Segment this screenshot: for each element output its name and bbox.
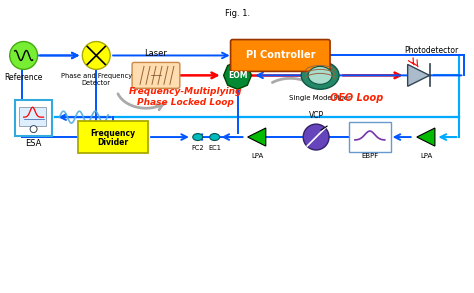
Ellipse shape [210, 134, 219, 141]
Ellipse shape [193, 134, 203, 141]
Text: LPA: LPA [420, 153, 433, 159]
Text: EBPF: EBPF [361, 153, 378, 159]
Circle shape [9, 42, 37, 69]
Circle shape [30, 126, 37, 132]
FancyBboxPatch shape [230, 40, 330, 71]
FancyBboxPatch shape [349, 122, 391, 152]
Text: Phase and Frequency: Phase and Frequency [61, 73, 132, 79]
Text: Frequency: Frequency [91, 129, 136, 138]
Text: LPA: LPA [251, 153, 264, 159]
Text: Fig. 1.: Fig. 1. [225, 9, 250, 18]
Polygon shape [417, 128, 435, 146]
Text: PI Controller: PI Controller [246, 50, 315, 60]
FancyBboxPatch shape [132, 62, 180, 88]
Text: EC1: EC1 [208, 145, 221, 151]
Text: Frequency-Multiplying: Frequency-Multiplying [129, 87, 243, 96]
Polygon shape [248, 128, 266, 146]
Text: Photodetector: Photodetector [404, 47, 459, 55]
Polygon shape [408, 64, 429, 86]
Text: Detector: Detector [82, 80, 111, 86]
Text: Divider: Divider [98, 137, 129, 146]
Text: Reference: Reference [4, 73, 43, 82]
Circle shape [82, 42, 110, 69]
Text: Single Mode Fiber: Single Mode Fiber [289, 95, 351, 101]
Text: FC2: FC2 [191, 145, 204, 151]
Text: Laser: Laser [145, 50, 167, 59]
Text: EOM: EOM [228, 71, 247, 80]
Ellipse shape [301, 62, 339, 89]
Text: ESA: ESA [26, 139, 42, 148]
Polygon shape [224, 62, 252, 89]
Text: OEO Loop: OEO Loop [330, 93, 383, 103]
Circle shape [303, 124, 329, 150]
FancyBboxPatch shape [78, 121, 148, 153]
Text: Phase Locked Loop: Phase Locked Loop [137, 98, 234, 107]
Text: VCP: VCP [309, 111, 324, 120]
Ellipse shape [308, 67, 332, 84]
FancyBboxPatch shape [15, 100, 53, 136]
FancyBboxPatch shape [19, 107, 46, 126]
